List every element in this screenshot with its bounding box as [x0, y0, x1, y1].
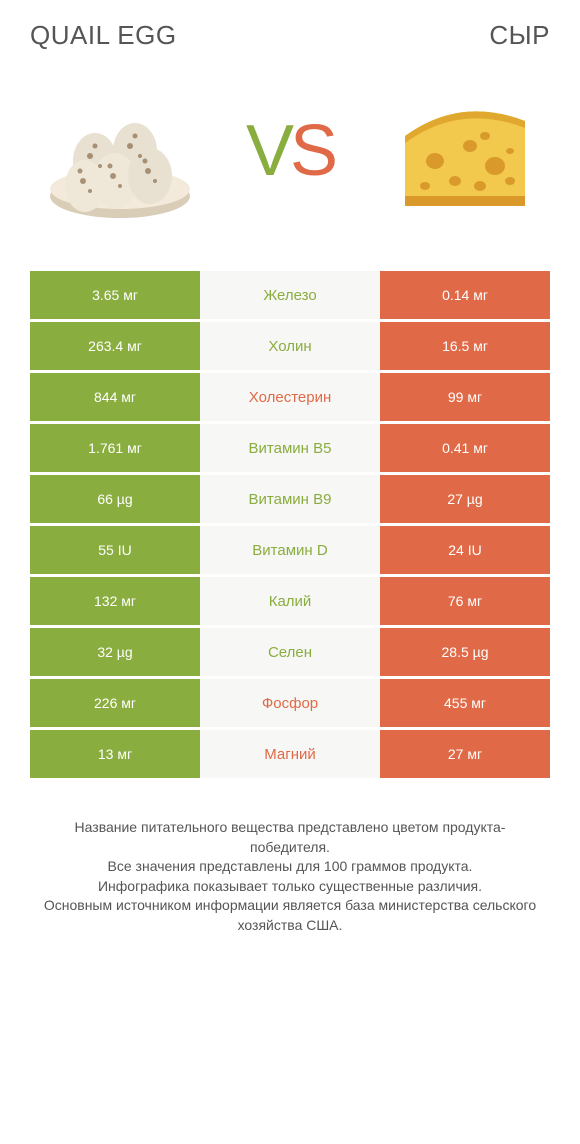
table-row: 1.761 мгВитамин B50.41 мг: [30, 424, 550, 472]
nutrient-label: Витамин B5: [200, 424, 380, 472]
footer-line: Инфографика показывает только существенн…: [35, 877, 545, 897]
nutrient-label: Магний: [200, 730, 380, 778]
table-row: 844 мгХолестерин99 мг: [30, 373, 550, 421]
right-value: 76 мг: [380, 577, 550, 625]
table-row: 32 µgСелен28.5 µg: [30, 628, 550, 676]
right-value: 0.41 мг: [380, 424, 550, 472]
left-value: 13 мг: [30, 730, 200, 778]
left-value: 3.65 мг: [30, 271, 200, 319]
left-title: Quail egg: [30, 20, 290, 51]
nutrient-label: Фосфор: [200, 679, 380, 727]
quail-egg-image: [30, 61, 210, 241]
table-row: 13 мгМагний27 мг: [30, 730, 550, 778]
header: Quail egg Сыр: [30, 20, 550, 51]
left-value: 132 мг: [30, 577, 200, 625]
nutrient-label: Холин: [200, 322, 380, 370]
table-row: 66 µgВитамин B927 µg: [30, 475, 550, 523]
table-row: 226 мгФосфор455 мг: [30, 679, 550, 727]
right-value: 0.14 мг: [380, 271, 550, 319]
footer-line: Все значения представлены для 100 граммо…: [35, 857, 545, 877]
vs-label: VS: [246, 110, 334, 192]
right-value: 16.5 мг: [380, 322, 550, 370]
table-row: 55 IUВитамин D24 IU: [30, 526, 550, 574]
nutrient-label: Витамин B9: [200, 475, 380, 523]
comparison-table: 3.65 мгЖелезо0.14 мг263.4 мгХолин16.5 мг…: [30, 271, 550, 778]
footer-line: Название питательного вещества представл…: [35, 818, 545, 857]
table-row: 263.4 мгХолин16.5 мг: [30, 322, 550, 370]
left-value: 1.761 мг: [30, 424, 200, 472]
left-value: 66 µg: [30, 475, 200, 523]
right-value: 455 мг: [380, 679, 550, 727]
nutrient-label: Холестерин: [200, 373, 380, 421]
footer-line: Основным источником информации является …: [35, 896, 545, 935]
table-row: 132 мгКалий76 мг: [30, 577, 550, 625]
left-value: 844 мг: [30, 373, 200, 421]
nutrient-label: Селен: [200, 628, 380, 676]
left-value: 226 мг: [30, 679, 200, 727]
right-value: 99 мг: [380, 373, 550, 421]
right-value: 24 IU: [380, 526, 550, 574]
footer-notes: Название питательного вещества представл…: [30, 818, 550, 936]
vs-v: V: [246, 111, 290, 191]
right-value: 28.5 µg: [380, 628, 550, 676]
right-title: Сыр: [290, 20, 550, 51]
vs-s: S: [290, 111, 334, 191]
image-row: VS: [30, 61, 550, 241]
nutrient-label: Витамин D: [200, 526, 380, 574]
cheese-image: [370, 61, 550, 241]
left-value: 32 µg: [30, 628, 200, 676]
left-value: 263.4 мг: [30, 322, 200, 370]
left-value: 55 IU: [30, 526, 200, 574]
right-value: 27 мг: [380, 730, 550, 778]
table-row: 3.65 мгЖелезо0.14 мг: [30, 271, 550, 319]
nutrient-label: Железо: [200, 271, 380, 319]
right-value: 27 µg: [380, 475, 550, 523]
nutrient-label: Калий: [200, 577, 380, 625]
